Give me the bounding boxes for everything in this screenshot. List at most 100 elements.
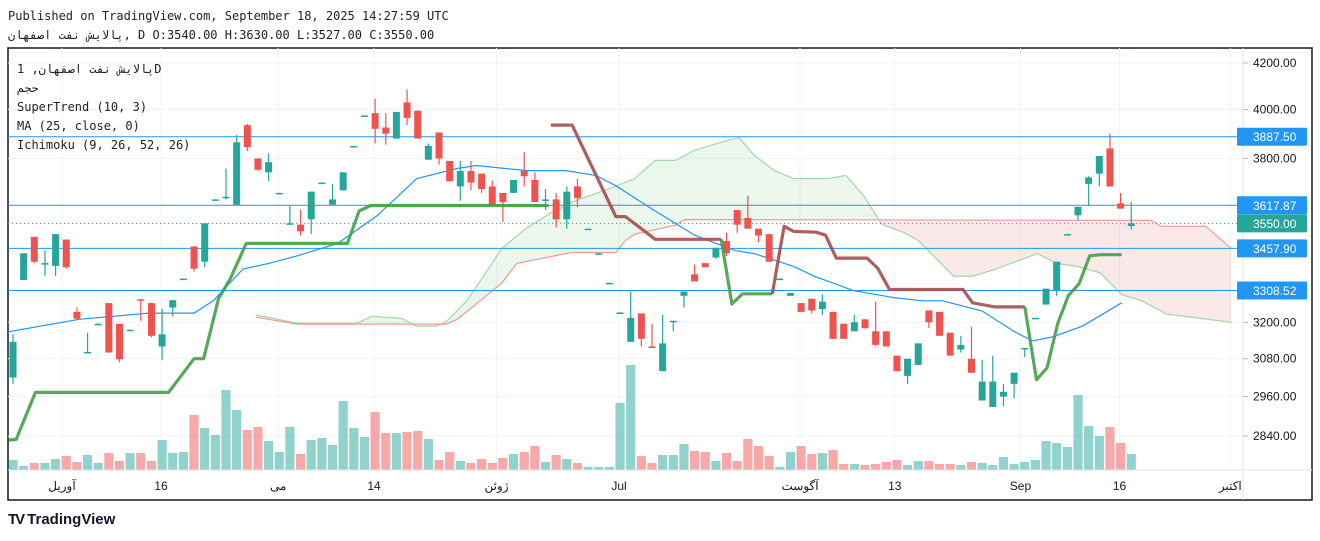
logo-text: TradingView bbox=[27, 511, 116, 528]
volume-bar bbox=[327, 445, 338, 470]
candle-body bbox=[84, 351, 92, 354]
supertrend-up-line bbox=[8, 203, 549, 442]
price-tick-label: 4200.00 bbox=[1253, 56, 1297, 70]
moving-average-line bbox=[8, 164, 1123, 342]
candle-body bbox=[914, 343, 922, 365]
kumo-cloud-bearish bbox=[875, 214, 1232, 323]
candle-body bbox=[350, 145, 358, 148]
candle-body bbox=[946, 332, 954, 356]
candle-body bbox=[520, 171, 528, 177]
candle-body bbox=[243, 125, 251, 148]
volume-bar bbox=[583, 467, 593, 470]
candle-body bbox=[169, 300, 177, 308]
volume-bar bbox=[977, 463, 987, 470]
candle-body bbox=[542, 199, 549, 201]
volume-bar bbox=[615, 403, 625, 470]
kumo-cloud-bullish bbox=[255, 138, 876, 327]
volume-bar bbox=[253, 427, 263, 470]
candle-body bbox=[435, 132, 443, 159]
volume-bar bbox=[690, 451, 700, 470]
volume-bar bbox=[1116, 443, 1126, 470]
candle-body bbox=[1085, 177, 1093, 184]
candle-body bbox=[20, 253, 28, 281]
candle-body bbox=[265, 162, 273, 173]
volume-bar bbox=[1084, 426, 1094, 470]
time-tick-label: Jul bbox=[611, 479, 626, 493]
volume-bar bbox=[604, 467, 614, 470]
tradingview-logo[interactable]: TV TradingView bbox=[8, 511, 115, 528]
legend-symbol[interactable]: پالایش نفت اصفهان, 1D bbox=[17, 62, 162, 76]
candle-body bbox=[723, 240, 731, 254]
candle-body bbox=[786, 292, 794, 296]
candle-body bbox=[488, 186, 496, 205]
volume-bar bbox=[29, 463, 39, 470]
candle-body bbox=[382, 127, 390, 134]
volume-bar bbox=[1105, 427, 1115, 470]
candle-body bbox=[1021, 347, 1029, 350]
candle-body bbox=[1117, 203, 1125, 209]
volume-bar bbox=[114, 461, 125, 470]
candle-body bbox=[329, 199, 336, 205]
candle-body bbox=[1074, 206, 1082, 216]
candle-body bbox=[105, 303, 113, 353]
candle-body bbox=[254, 158, 262, 170]
legend-ma[interactable]: MA (25, close, 0) bbox=[17, 119, 140, 133]
candle-body bbox=[531, 180, 539, 203]
price-label-badge bbox=[1237, 239, 1307, 258]
supertrend-down-line bbox=[550, 123, 722, 241]
legend-volume[interactable]: حجم bbox=[17, 81, 39, 95]
price-label-text: 3887.50 bbox=[1253, 130, 1297, 144]
candle-body bbox=[776, 278, 784, 281]
candle-body bbox=[957, 344, 965, 350]
candle-body bbox=[999, 391, 1007, 397]
volume-bar bbox=[807, 454, 817, 470]
volume-bar bbox=[338, 401, 348, 470]
volume-bar bbox=[913, 461, 923, 470]
volume-bar bbox=[892, 460, 902, 470]
volume-bar bbox=[1073, 395, 1083, 470]
candle-body bbox=[1010, 372, 1018, 384]
candle-body bbox=[403, 102, 411, 118]
candle-body bbox=[1127, 223, 1135, 227]
volume-bar bbox=[721, 453, 732, 470]
legend-supertrend[interactable]: SuperTrend (10, 3) bbox=[17, 100, 148, 114]
volume-bar bbox=[402, 432, 412, 470]
volume-bar bbox=[359, 437, 370, 470]
volume-bar bbox=[785, 452, 796, 470]
candle-body bbox=[648, 346, 656, 348]
volume-bar bbox=[594, 467, 604, 470]
volume-bar bbox=[562, 459, 572, 470]
volume-bar bbox=[903, 465, 913, 470]
price-label-badge bbox=[1237, 281, 1307, 300]
candle-body bbox=[41, 263, 49, 265]
candle-body bbox=[989, 381, 997, 407]
volume-bar bbox=[274, 452, 284, 470]
candle-body bbox=[211, 199, 219, 201]
candle-body bbox=[158, 334, 166, 347]
volume-bar bbox=[19, 466, 29, 470]
candle-body bbox=[147, 303, 155, 336]
legend-ichimoku[interactable]: Ichimoku (9, 26, 52, 26) bbox=[17, 138, 191, 152]
candle-body bbox=[414, 110, 422, 139]
volume-bar bbox=[519, 452, 529, 470]
candle-body bbox=[9, 341, 17, 378]
volume-bar bbox=[146, 461, 157, 470]
volume-bar bbox=[423, 439, 433, 470]
time-tick-label: اکتبر bbox=[1218, 479, 1242, 493]
volume-bar bbox=[61, 456, 71, 470]
candle-body bbox=[733, 209, 741, 225]
volume-bar bbox=[487, 463, 497, 470]
candle-body bbox=[201, 223, 209, 262]
candle-body bbox=[765, 234, 773, 262]
candle-body bbox=[893, 355, 901, 372]
time-tick-label: آگوست bbox=[781, 478, 819, 493]
volume-bar bbox=[966, 462, 977, 470]
candle-body bbox=[297, 224, 305, 232]
candle-body bbox=[925, 310, 933, 323]
candle-body bbox=[73, 311, 81, 319]
candle-body bbox=[222, 196, 230, 199]
candle-body bbox=[755, 228, 762, 236]
volume-bar bbox=[540, 462, 551, 470]
candle-body bbox=[179, 278, 187, 281]
